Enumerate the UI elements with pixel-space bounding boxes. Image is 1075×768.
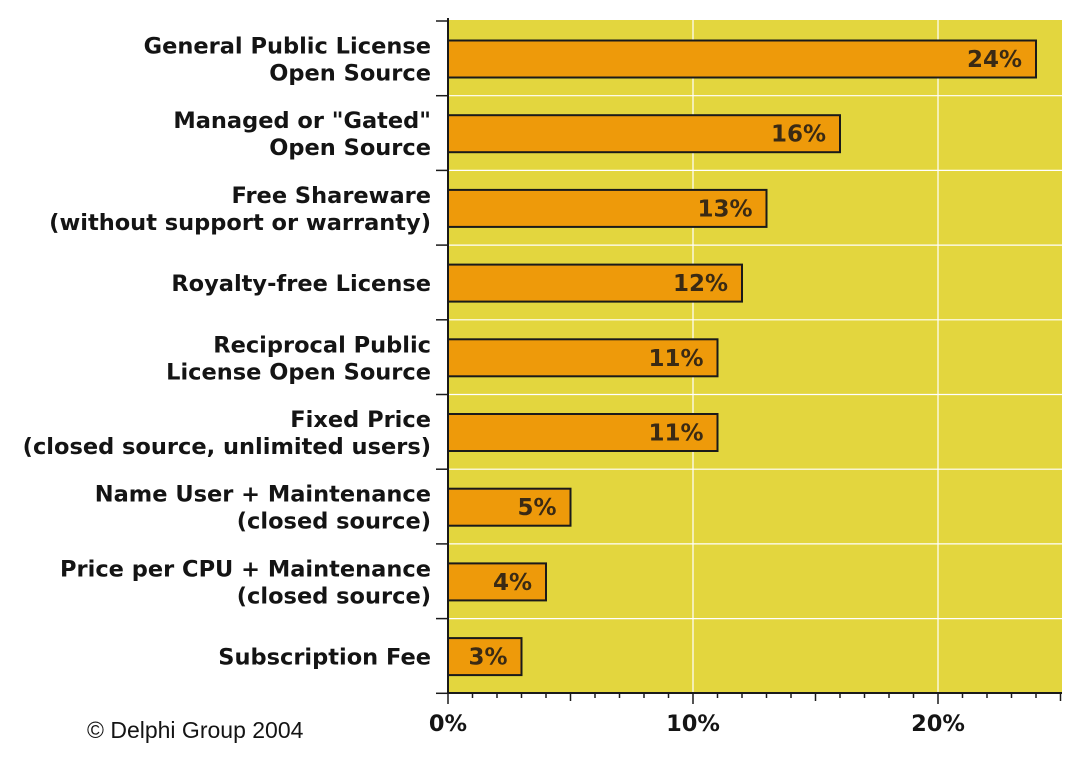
category-label: (without support or warranty)	[49, 210, 431, 236]
bar	[447, 39, 1037, 79]
value-label: 4%	[493, 570, 532, 596]
category-label: (closed source)	[237, 583, 431, 609]
category-label: Free Shareware	[232, 183, 431, 209]
value-label: 12%	[673, 271, 728, 297]
category-label: General Public License	[144, 34, 431, 60]
category-label: Subscription Fee	[218, 645, 431, 671]
x-tick-label: 20%	[911, 711, 965, 737]
category-label: Price per CPU + Maintenance	[60, 556, 431, 582]
value-label: 11%	[648, 421, 703, 447]
bar	[447, 114, 841, 154]
category-label: Reciprocal Public	[213, 332, 431, 358]
value-labels: 24% 16% 13% 12% 11% 11% 5% 4% 3%	[468, 47, 1022, 671]
category-label: Name User + Maintenance	[95, 482, 431, 508]
x-tick-label: 10%	[666, 711, 720, 737]
value-label: 11%	[648, 346, 703, 372]
value-label: 24%	[967, 47, 1022, 73]
bar	[447, 562, 547, 602]
copyright-credit: © Delphi Group 2004	[87, 717, 304, 743]
axes	[436, 18, 1062, 704]
value-label: 13%	[697, 196, 752, 222]
value-label: 16%	[771, 122, 826, 148]
category-label: Managed or "Gated"	[173, 108, 431, 134]
x-tick-label: 0%	[429, 711, 467, 737]
category-label: License Open Source	[166, 359, 431, 385]
category-label: (closed source)	[237, 509, 431, 535]
category-label: Open Source	[269, 135, 431, 161]
category-label: Open Source	[269, 61, 431, 87]
value-label: 5%	[517, 495, 556, 521]
value-label: 3%	[468, 645, 507, 671]
x-tick-labels: 0% 10% 20%	[429, 711, 965, 737]
category-label: (closed source, unlimited users)	[23, 434, 431, 460]
bars	[447, 39, 1037, 677]
category-label: Fixed Price	[290, 407, 431, 433]
gridlines	[448, 20, 1062, 693]
category-label: Royalty-free License	[171, 271, 431, 297]
bar	[447, 263, 743, 303]
bar	[447, 637, 523, 677]
